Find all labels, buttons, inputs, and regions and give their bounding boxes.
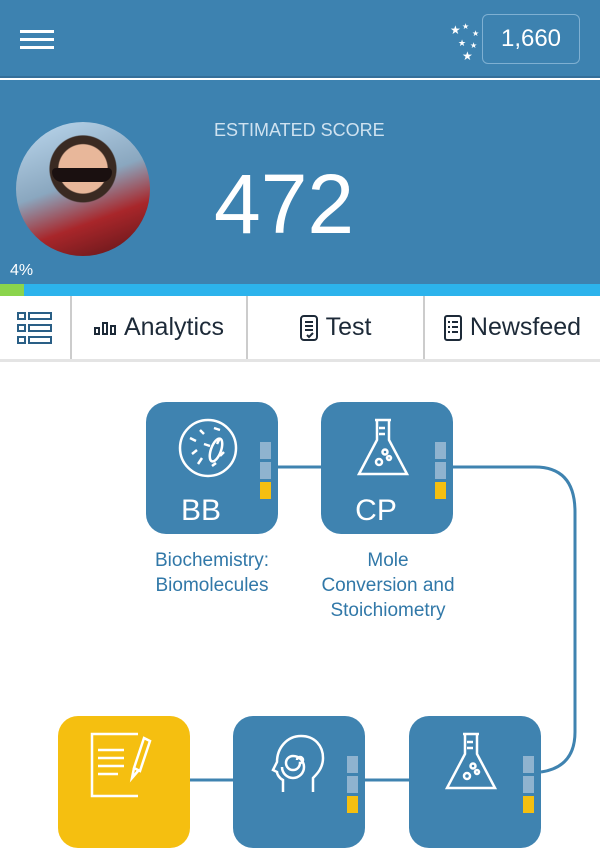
topic-name-line: Conversion and	[321, 575, 455, 596]
level-indicator-empty	[260, 442, 271, 459]
avatar[interactable]	[16, 122, 150, 256]
score-panel: ESTIMATED SCORE 472 4%	[0, 80, 600, 284]
level-indicator-empty	[347, 756, 358, 773]
top-bar: ★ ★ ★ ★ ★ ★ 1,660	[0, 0, 600, 78]
progress-fill	[0, 284, 24, 296]
tab-bar: Analytics Test Newsfeed	[0, 296, 600, 362]
estimated-score-label: ESTIMATED SCORE	[214, 120, 385, 140]
bar-chart-icon	[93, 321, 116, 335]
newsfeed-icon	[443, 314, 462, 341]
hamburger-icon[interactable]	[20, 30, 54, 50]
level-indicator-empty	[260, 462, 271, 479]
level-indicator-empty	[523, 776, 534, 793]
level-indicator-empty	[435, 442, 446, 459]
cell-icon	[178, 418, 238, 478]
svg-text:★: ★	[450, 23, 461, 37]
notepad-pen-icon	[90, 732, 152, 798]
estimated-score-value: 472	[214, 157, 355, 251]
level-indicator-empty	[435, 462, 446, 479]
topic-name-line: Stoichiometry	[330, 600, 446, 621]
level-indicator-filled	[260, 482, 271, 499]
points-counter[interactable]: 1,660	[482, 14, 580, 64]
flask-icon	[356, 418, 410, 476]
level-indicator-empty	[523, 756, 534, 773]
svg-text:★: ★	[472, 29, 479, 38]
tab-test[interactable]: Test	[248, 296, 425, 359]
topic-name-line: Biochemistry:	[154, 550, 270, 571]
progress-percent: 4%	[10, 262, 34, 279]
topic-code: BB	[180, 494, 222, 527]
level-indicator-filled	[523, 796, 534, 813]
topic-connectors	[190, 465, 577, 782]
topic-map: BB Biochemistry: Biomolecules CP Mole Co…	[0, 362, 600, 848]
topic-name-line: Mole	[367, 550, 409, 571]
tab-newsfeed[interactable]: Newsfeed	[425, 296, 600, 359]
svg-text:★: ★	[470, 41, 477, 50]
level-indicator-filled	[347, 796, 358, 813]
topic-tile-cp[interactable]: CP	[321, 402, 453, 534]
level-indicator-empty	[347, 776, 358, 793]
head-spiral-icon	[271, 734, 325, 792]
topic-tile-psychology[interactable]	[233, 716, 365, 848]
svg-text:★: ★	[462, 49, 473, 62]
topic-tile-bb[interactable]: BB	[146, 402, 278, 534]
list-icon	[17, 311, 52, 344]
progress-bar	[0, 284, 600, 296]
tab-label: Analytics	[123, 313, 225, 341]
topic-name-line: Biomolecules	[155, 575, 269, 596]
test-icon	[299, 314, 318, 341]
svg-text:★: ★	[462, 22, 469, 31]
topic-label-cp[interactable]: Mole Conversion and Stoichiometry	[300, 548, 476, 623]
tab-label: Test	[325, 313, 372, 341]
topic-label-bb[interactable]: Biochemistry: Biomolecules	[136, 548, 288, 598]
tab-label: Newsfeed	[469, 313, 582, 341]
topic-tile-test[interactable]	[58, 716, 190, 848]
topic-tile-chemistry[interactable]	[409, 716, 541, 848]
svg-text:★: ★	[458, 38, 466, 48]
tab-analytics[interactable]: Analytics	[72, 296, 248, 359]
tab-list[interactable]	[0, 296, 72, 359]
topic-code: CP	[355, 494, 397, 527]
stars-icon: ★ ★★ ★ ★★	[450, 22, 479, 62]
level-indicator-filled	[435, 482, 446, 499]
flask-icon	[444, 732, 498, 790]
